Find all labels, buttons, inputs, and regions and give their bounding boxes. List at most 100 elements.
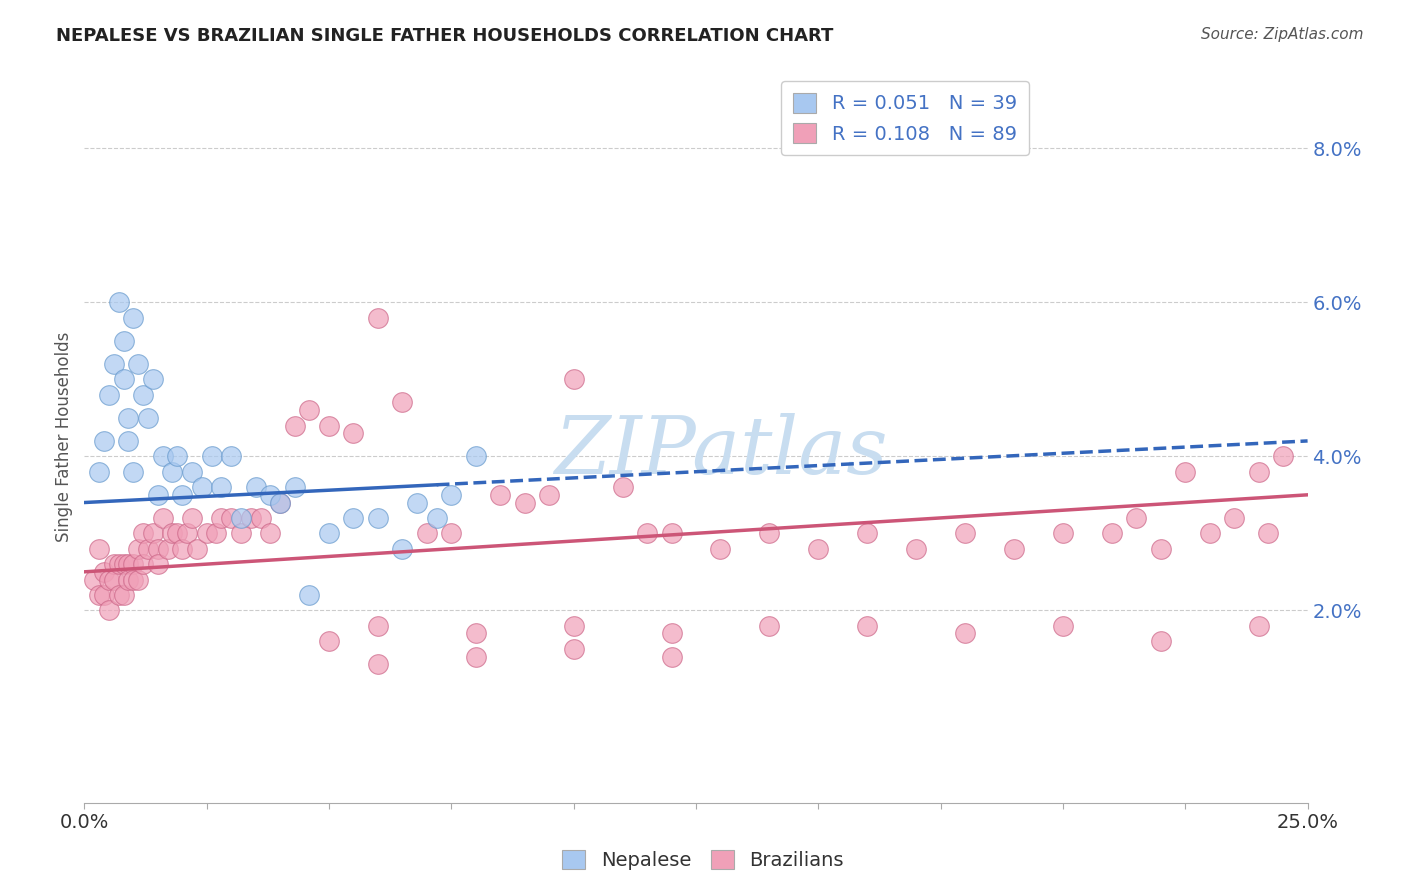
Point [142,526,165,541]
Point [132,388,155,402]
Point [636,526,658,541]
Point [259,526,281,541]
Point [856,526,879,541]
Point [1223,511,1246,525]
Point [1052,618,1074,632]
Y-axis label: Single Father Households: Single Father Households [55,332,73,542]
Point [1198,526,1220,541]
Point [661,526,683,541]
Point [538,488,561,502]
Point [152,511,174,525]
Point [162,526,184,541]
Point [342,426,364,441]
Point [136,410,159,425]
Point [97,388,120,402]
Point [489,488,512,502]
Point [269,495,291,509]
Point [172,488,194,502]
Point [905,541,928,556]
Point [103,557,125,571]
Point [269,495,291,509]
Point [117,410,139,425]
Point [219,511,242,525]
Text: ZIPatlas: ZIPatlas [554,413,887,491]
Point [107,295,129,310]
Point [464,626,486,640]
Point [103,357,125,371]
Point [166,450,188,464]
Point [284,418,307,433]
Point [367,511,389,525]
Point [122,557,145,571]
Point [367,310,389,325]
Point [127,357,149,371]
Point [162,465,184,479]
Point [166,526,188,541]
Point [440,488,463,502]
Point [318,526,340,541]
Point [93,434,115,448]
Point [298,403,321,417]
Text: NEPALESE VS BRAZILIAN SINGLE FATHER HOUSEHOLDS CORRELATION CHART: NEPALESE VS BRAZILIAN SINGLE FATHER HOUS… [56,27,834,45]
Point [1150,541,1173,556]
Point [112,557,135,571]
Point [391,395,413,409]
Point [122,573,145,587]
Point [127,541,149,556]
Point [1125,511,1147,525]
Point [661,649,683,664]
Point [152,450,174,464]
Point [406,495,429,509]
Point [97,573,120,587]
Point [1272,450,1295,464]
Point [758,526,780,541]
Text: Source: ZipAtlas.com: Source: ZipAtlas.com [1201,27,1364,42]
Point [195,526,218,541]
Point [1002,541,1025,556]
Point [87,465,110,479]
Point [127,573,149,587]
Point [112,372,135,386]
Point [367,618,389,632]
Point [87,588,110,602]
Point [1150,634,1173,648]
Point [172,541,194,556]
Legend: Nepalese, Brazilians: Nepalese, Brazilians [554,842,852,878]
Point [229,526,252,541]
Point [1101,526,1123,541]
Point [758,618,780,632]
Point [112,334,135,348]
Point [245,480,267,494]
Point [191,480,214,494]
Point [186,541,208,556]
Point [229,511,252,525]
Point [284,480,307,494]
Point [103,573,125,587]
Point [146,541,169,556]
Point [219,450,242,464]
Point [856,618,879,632]
Point [97,603,120,617]
Point [1257,526,1279,541]
Point [562,618,585,632]
Point [146,557,169,571]
Point [391,541,413,556]
Point [807,541,830,556]
Point [209,480,232,494]
Point [146,488,169,502]
Point [181,511,204,525]
Point [440,526,463,541]
Point [239,511,262,525]
Point [200,450,222,464]
Point [209,511,232,525]
Point [953,526,976,541]
Point [93,588,115,602]
Point [612,480,634,494]
Point [513,495,536,509]
Point [953,626,976,640]
Point [83,573,105,587]
Point [122,310,145,325]
Point [156,541,179,556]
Point [1247,618,1270,632]
Point [142,372,165,386]
